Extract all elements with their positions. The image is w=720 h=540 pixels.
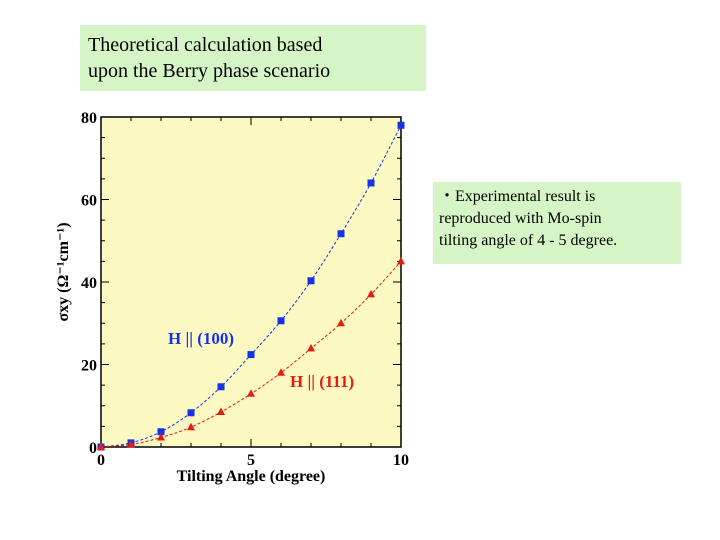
title-line-1: Theoretical calculation based <box>88 34 323 56</box>
point-triangle <box>217 407 225 415</box>
point-square <box>337 230 345 238</box>
point-square <box>217 383 225 391</box>
point-square <box>277 317 285 325</box>
point-triangle <box>157 433 165 441</box>
point-square <box>247 351 255 359</box>
note-line-2: reproduced with Mo-spin <box>439 210 602 227</box>
y-axis-title: σxy (Ω⁻¹cm⁻¹) <box>55 222 72 321</box>
point-square <box>397 121 405 129</box>
axis-ticks <box>100 116 402 448</box>
x-tick-label: 0 <box>97 452 105 469</box>
data-points <box>97 121 405 451</box>
point-square <box>307 277 315 285</box>
series-label-111: H || (111) <box>290 372 354 391</box>
point-triangle <box>127 440 135 448</box>
point-triangle <box>97 442 105 450</box>
note-line-3: tilting angle of 4 - 5 degree. <box>439 232 618 249</box>
y-tick-label: 60 <box>81 193 97 210</box>
title-line-2: upon the Berry phase scenario <box>88 60 331 82</box>
x-tick-label: 10 <box>393 452 409 469</box>
point-square <box>187 409 195 417</box>
point-triangle <box>337 318 345 327</box>
note-line-1: ・Experimental result is <box>439 188 596 205</box>
point-triangle <box>247 389 255 397</box>
point-square <box>157 428 165 436</box>
x-axis-title: Tilting Angle (degree) <box>177 468 326 485</box>
series-label-100: H || (100) <box>168 329 234 348</box>
point-triangle <box>307 343 315 352</box>
x-tick-label: 5 <box>247 452 255 469</box>
point-triangle <box>277 368 285 376</box>
title-box: Theoretical calculation based upon the B… <box>80 25 426 91</box>
plot-background <box>100 116 402 448</box>
y-tick-label: 0 <box>89 440 97 457</box>
note-box: ・Experimental result is reproduced with … <box>433 182 681 264</box>
point-triangle <box>397 256 405 265</box>
y-tick-label: 40 <box>81 275 97 292</box>
y-tick-label: 80 <box>81 110 97 127</box>
point-triangle <box>187 422 195 431</box>
tick-labels: 0 5 10 0 20 40 60 80 <box>81 110 409 469</box>
point-triangle <box>367 289 375 298</box>
point-square <box>367 179 375 187</box>
y-tick-label: 20 <box>81 358 97 375</box>
